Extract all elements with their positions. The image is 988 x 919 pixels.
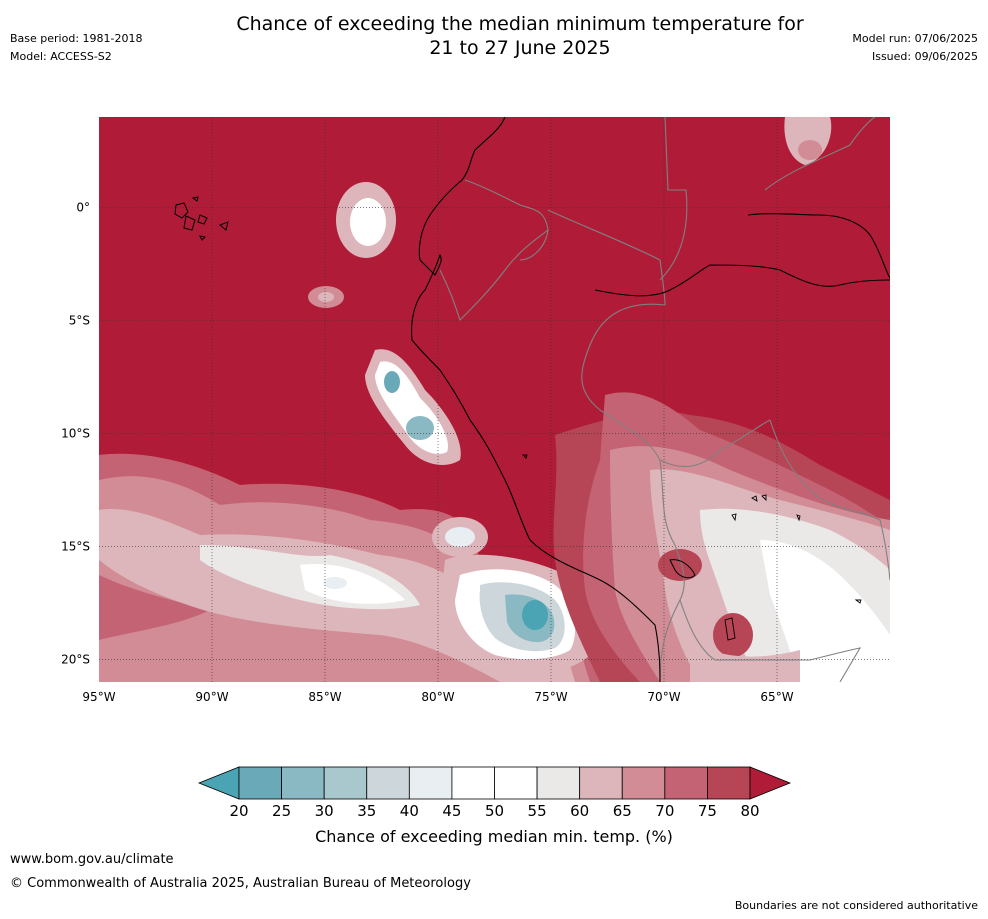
- axis-labels: 0° 5°S 10°S 15°S 20°S 95°W 90°W 85°W 80°W 75°W 70°…: [61, 200, 794, 704]
- colorbar-tick-label: 45: [442, 802, 461, 820]
- border-colombia-venezuela: [659, 117, 688, 281]
- colorbar-segment: [494, 766, 538, 800]
- colorbar-segment: [408, 766, 453, 800]
- colorbar-segment: [281, 766, 325, 800]
- small-lakes: [521, 454, 862, 641]
- contour-band-50: [300, 564, 405, 604]
- contour-core-north-1: [384, 371, 400, 393]
- border-peru-bolivia: [659, 459, 685, 682]
- border-bolivia-chile-argentina: [679, 599, 862, 682]
- title-line-1: Chance of exceeding the median minimum t…: [236, 13, 804, 35]
- coastline-pacific: [411, 117, 661, 682]
- lon-tick-label: 85°W: [308, 690, 341, 704]
- lon-tick-label: 95°W: [82, 690, 115, 704]
- contour-warm-spot-titicaca: [658, 549, 702, 581]
- graticule: [99, 117, 890, 682]
- lat-tick-label: 20°S: [61, 652, 90, 666]
- colorbar-tick-label: 55: [528, 802, 547, 820]
- lon-tick-label: 75°W: [534, 690, 567, 704]
- colorbar-label: Chance of exceeding median min. temp. (%…: [315, 827, 673, 846]
- colorbar-tick-label: 20: [229, 802, 248, 820]
- lon-tick-label: 80°W: [421, 690, 454, 704]
- contour-band-70-venezuela: [798, 140, 822, 160]
- copyright-text: © Commonwealth of Australia 2025, Austra…: [10, 876, 471, 891]
- colorbar-tick-label: 35: [357, 802, 376, 820]
- contour-blob-west-40: [323, 577, 347, 589]
- contour-blob-14s-50: [445, 527, 475, 547]
- colorbar-tick-label: 30: [315, 802, 334, 820]
- issued-text: Issued: 09/06/2025: [871, 50, 978, 63]
- lat-tick-label: 15°S: [61, 539, 90, 553]
- colorbar-tick-label: 40: [400, 802, 419, 820]
- colorbar-segment: [238, 766, 282, 800]
- border-ecuador-peru: [439, 229, 549, 322]
- model-run-text: Model run: 07/06/2025: [852, 32, 978, 45]
- colorbar-segment: [451, 766, 495, 800]
- map-plot-area: [99, 117, 890, 682]
- metadata-left: Base period: 1981-2018 Model: ACCESS-S2: [10, 30, 142, 66]
- border-peru-brazil: [581, 303, 771, 468]
- colorbar-tick-label: 25: [272, 802, 291, 820]
- contour-core-north-2: [406, 416, 434, 440]
- probability-contours: [99, 117, 890, 682]
- colorbar-tick-label: 60: [570, 802, 589, 820]
- metadata-right: Model run: 07/06/2025 Issued: 09/06/2025: [852, 30, 978, 66]
- country-borders: [439, 117, 890, 682]
- contour-band-60-south: [690, 640, 800, 682]
- colorbar: 20 25 30 35 40 45 50 55 60 65 70 75 80: [197, 766, 792, 820]
- model-text: Model: ACCESS-S2: [10, 50, 112, 63]
- map-title: Chance of exceeding the median minimum t…: [180, 12, 860, 60]
- contour-band-50-equator: [350, 198, 386, 246]
- colorbar-segment: [323, 766, 368, 800]
- galapagos-islands: [174, 196, 229, 241]
- colorbar-under-arrow: [197, 766, 240, 800]
- contour-blob-small-85w-inner: [318, 292, 334, 302]
- colorbar-segment: [621, 766, 666, 800]
- lat-tick-label: 5°S: [69, 313, 90, 327]
- boundaries-note: Boundaries are not considered authoritat…: [734, 899, 978, 912]
- lat-tick-label: 10°S: [61, 426, 90, 440]
- lake-titicaca: [669, 559, 696, 579]
- title-line-2: 21 to 27 June 2025: [429, 37, 611, 59]
- border-bolivia-brazil: [769, 419, 890, 581]
- lon-tick-label: 65°W: [760, 690, 793, 704]
- colorbar-segment: [707, 766, 751, 800]
- colorbar-tick-label: 75: [698, 802, 717, 820]
- colorbar-segment: [536, 766, 581, 800]
- contour-core-20-central: [522, 600, 548, 630]
- website-link[interactable]: www.bom.gov.au/climate: [10, 852, 174, 867]
- colorbar-segment: [366, 766, 410, 800]
- lon-tick-label: 90°W: [195, 690, 228, 704]
- contour-band-50-east: [760, 540, 890, 682]
- border-venezuela-guyana: [764, 117, 876, 191]
- border-colombia-ecuador: [464, 179, 549, 261]
- coastline: [411, 117, 890, 682]
- lon-tick-label: 70°W: [647, 690, 680, 704]
- contour-warm-spot-south: [713, 613, 753, 657]
- coastline-caribbean: [747, 213, 890, 279]
- colorbar-tick-label: 80: [740, 802, 759, 820]
- colorbar-over-arrow: [749, 766, 792, 800]
- coastline-orinoco: [594, 264, 890, 297]
- border-colombia-brazil: [547, 209, 666, 306]
- colorbar-segment: [664, 766, 708, 800]
- colorbar-tick-label: 50: [485, 802, 504, 820]
- colorbar-segment: [579, 766, 623, 800]
- base-period-text: Base period: 1981-2018: [10, 32, 143, 45]
- colorbar-tick-label: 65: [613, 802, 632, 820]
- colorbar-tick-label: 70: [655, 802, 674, 820]
- lat-tick-label: 0°: [76, 200, 90, 214]
